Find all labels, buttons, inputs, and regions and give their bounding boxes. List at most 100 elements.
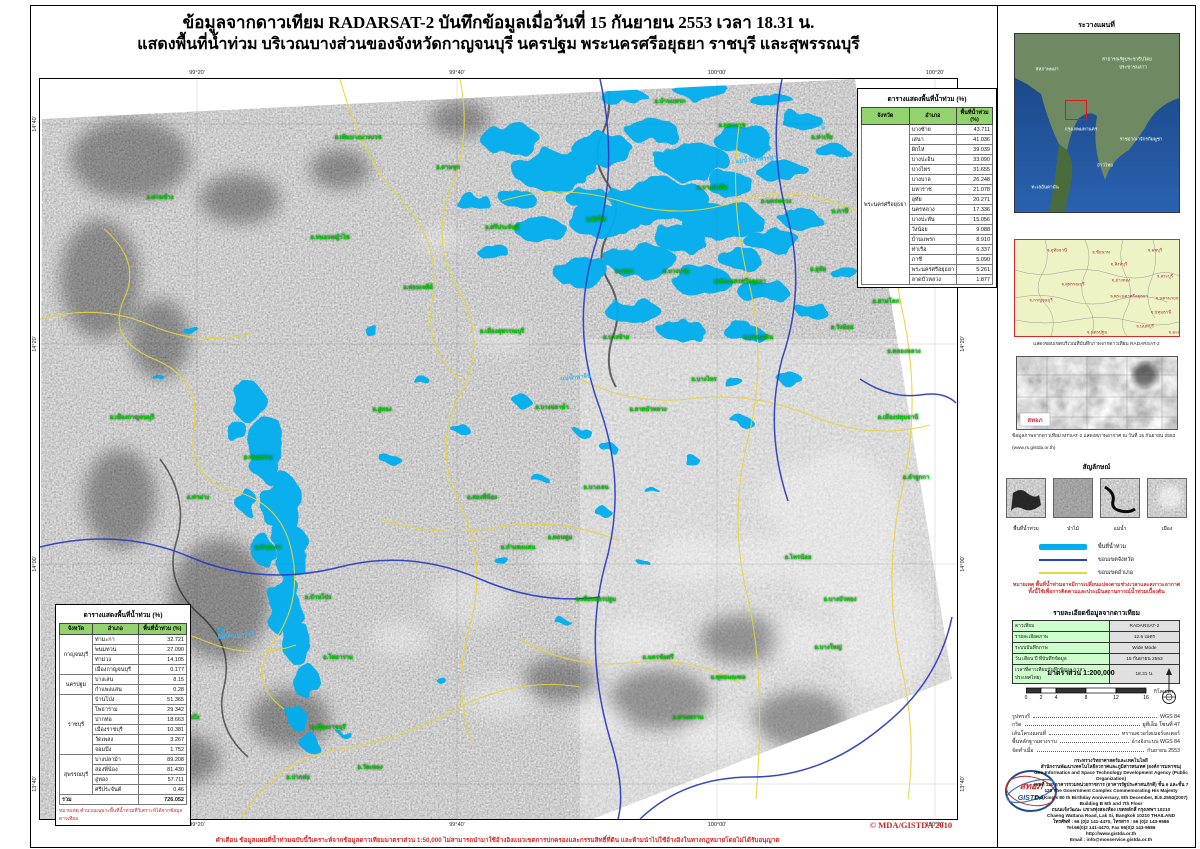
flood-percent-cell: 18.663 (137, 714, 188, 725)
flood-percent-cell: 39.039 (956, 144, 993, 155)
credit-line: เส้นโครงแผนที่ ทรานสเวอร์สเมอร์เคเตอร์ (1012, 729, 1180, 737)
flood-percent-cell: 10.381 (137, 724, 188, 735)
province-cell: ราชบุรี (59, 694, 93, 755)
flood-percent-cell: 14.105 (137, 654, 188, 665)
district-label: อ.เมืองราชบุรี (310, 725, 346, 731)
country-label: ทะเลอันดามัน (1031, 184, 1059, 190)
flood-percent-cell: 21.078 (956, 184, 993, 195)
province-line-swatch-icon (1038, 558, 1088, 561)
district-label: อ.บ้านแพรก (654, 99, 686, 105)
longitude-tick-label: 100°00' (707, 70, 727, 76)
province-label: จ.สุพรรณบุรี (1061, 281, 1085, 287)
district-cell: ปากท่อ (91, 714, 139, 725)
flood-percent-cell: 33.090 (956, 154, 993, 165)
district-cell: เมืองกาญจนบุรี (91, 664, 139, 675)
credit-value: ทรานสเวอร์สเมอร์เคเตอร์ (1121, 730, 1180, 737)
details-value-cell: 12.5 เมตร (1108, 631, 1181, 643)
district-cell: ลาดบัวหลวง (908, 274, 958, 285)
flood-percent-cell: 29.342 (137, 704, 188, 715)
district-label: อ.มหาราช (718, 123, 746, 129)
credit-value: กันยายน 2553 (1147, 747, 1180, 754)
thailand-map-art (1015, 34, 1179, 212)
title-line-1: ข้อมูลจากดาวเทียม RADARSAT-2 บันทึกข้อมู… (182, 13, 815, 32)
details-key-cell: วัน เดือน ปี ที่บันทึกข้อมูล (1012, 653, 1110, 665)
agency-line: 120 The Government Complex Commemorating… (1044, 788, 1178, 794)
scale-label: มาตราส่วน 1:200,000 (1047, 670, 1115, 677)
longitude-tick-label: 99°40' (449, 822, 465, 828)
district-label: อ.เดิมบางนางบวช (334, 135, 382, 141)
province-label: จ.นครนายก (1155, 295, 1179, 301)
district-label: อ.ดอนตูม (547, 535, 573, 541)
district-cell: โพธาราม (91, 704, 139, 715)
district-cell: เมืองราชบุรี (91, 724, 139, 735)
details-key-cell: ระบบบันทึกภาพ (1012, 642, 1110, 654)
weather-caption-1: ข้อมูลภาพจากดาวเทียม MTSAT-2 แสดงสภาพอาก… (1012, 434, 1176, 439)
province-label: จ.สิงห์บุรี (1110, 261, 1128, 267)
district-cell: สองพี่น้อง (91, 764, 139, 775)
district-label: อ.กำแพงแสน (500, 545, 536, 551)
flood-percent-cell: 32.721 (137, 634, 188, 645)
district-cell: จอมบึง (91, 744, 139, 755)
weather-caption-2: (www.rs.gistda.or.th) (1012, 446, 1056, 451)
longitude-tick-label: 100°20' (925, 70, 945, 76)
symbol-flood-label: พื้นที่น้ำท่วม (1013, 526, 1039, 532)
credit-label: เส้นโครงแผนที่ (1012, 730, 1047, 737)
thailand-index-map: สหภาพพม่า สาธารณรัฐประชาธิปไตย ประชาชนลาวก… (1014, 33, 1180, 213)
district-cell: พระนครศรีอยุธยา (908, 264, 958, 275)
total-label-cell: รวม (59, 794, 139, 805)
column-header: พื้นที่น้ำท่วม (%) (956, 107, 993, 125)
province-label: จ.ลพบุรี (1147, 247, 1163, 253)
credit-label: จัดทำเมื่อ (1012, 747, 1034, 754)
details-value-cell: Wide Mode (1108, 642, 1181, 654)
agency-line: กระทรวงวิทยาศาสตร์และเทคโนโลยี (1074, 758, 1148, 763)
district-cell: เสนา (908, 134, 958, 145)
district-label: อ.ท่าม่วง (186, 495, 210, 501)
district-label: อ.บางบัวทอง (823, 597, 857, 603)
district-cell: พนมทวน (91, 644, 139, 655)
province-label: จ.อุทัยธานี (1046, 247, 1068, 253)
satellite-details-body: ดาวเทียม RADARSAT-2 รายละเอียดภาพ 12.5 เมตร… (1012, 620, 1181, 684)
latitude-tick-label: 13°40' (959, 776, 966, 792)
weather-satellite-thumbnail: สทอภ (1016, 356, 1178, 430)
district-label: อ.พระนครศรีอยุธยา (714, 279, 766, 285)
scale-tick-label: 16 (1143, 695, 1149, 701)
latitude-tick-label: 14°00' (31, 556, 38, 572)
details-row: วัน เดือน ปี ที่บันทึกข้อมูล 15 กันยายน 2… (1012, 653, 1181, 665)
district-cell: บางปะอิน (908, 154, 958, 165)
column-header: จังหวัด (59, 623, 93, 635)
province-label: จ.ฉะเชิงเทรา (1168, 329, 1180, 335)
district-label: อ.เมืองนครปฐม (575, 597, 617, 603)
forest-sample-icon (1053, 478, 1093, 518)
district-label: อ.สามโคก (872, 299, 900, 305)
city-sample-icon (1147, 478, 1187, 518)
agency-line: โทรศัพท์ : 66 (0)2 141-4470, โทรสาร : 66… (1052, 818, 1170, 824)
legend-note-line-1: หมายเหตุ พื้นที่น้ำท่วมอาจมีการเปลี่ยนแป… (1012, 582, 1181, 588)
district-label: อ.อุทัย (809, 267, 827, 273)
district-cell: มหาราช (908, 184, 958, 195)
credit-label: กริด (1012, 722, 1022, 729)
province-label: จ.นครปฐม (1086, 329, 1108, 335)
flood-percent-cell: 9.088 (956, 224, 993, 235)
district-label: อ.บางเลน (583, 485, 609, 491)
credit-dots-divider (1049, 729, 1119, 735)
flood-table-title: ตารางแสดงพื้นที่น้ำท่วม (%) (887, 96, 967, 103)
district-label: อ.บางใหญ่ (814, 645, 842, 651)
symbol-river: แม่น้ำ (1100, 478, 1140, 533)
province-label: จ.ชัยนาท (1092, 249, 1110, 255)
credit-dots-divider (1024, 720, 1140, 727)
province-label: จ.อ่างทอง (1111, 277, 1131, 283)
flood-table-header-row: จังหวัด อำเภอ พื้นที่น้ำท่วม (%) (861, 107, 993, 125)
district-label: อ.ภาชี (831, 209, 849, 215)
district-cell: บ้านแพรก (908, 234, 958, 245)
agency-block: กระทรวงวิทยาศาสตร์และเทคโนโลยี สำนักงานพั… (1032, 758, 1190, 843)
district-label: อ.เมืองปทุมธานี (877, 415, 919, 421)
table-row: ราชบุรี บ้านโป่ง 51.365 (59, 694, 188, 755)
map-frame: อ.ด่านช้าง อ.เดิมบางนางบวช อ.หนองหญ้าไซ อ.ส… (32, 70, 966, 828)
district-label: อ.ผักไห่ (586, 217, 606, 223)
details-value-cell: RADARSAT-2 (1108, 620, 1181, 632)
latitude-tick-label: 14°20' (959, 336, 966, 352)
district-cell: บ้านโป่ง (91, 694, 139, 705)
flood-percent-cell: 3.267 (137, 734, 188, 745)
district-label: อ.ดอนเจดีย์ (403, 285, 433, 291)
flood-swatch-icon (1038, 543, 1088, 550)
